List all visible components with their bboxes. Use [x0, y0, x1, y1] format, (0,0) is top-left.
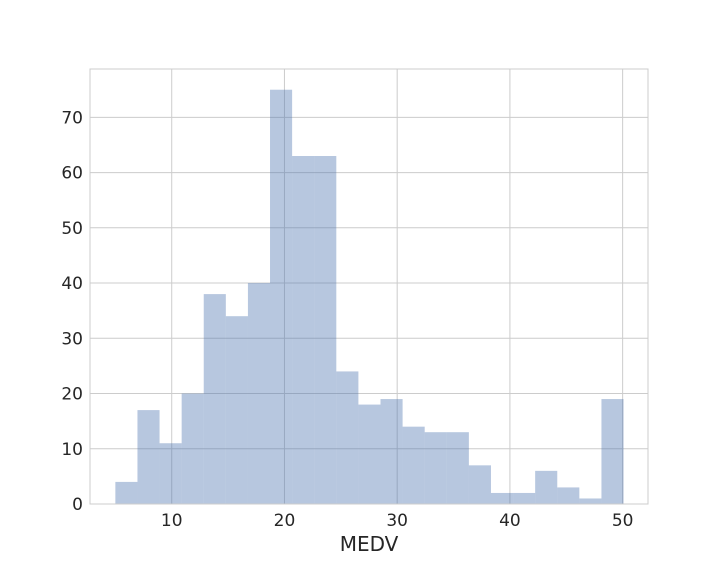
- y-tick-label: 50: [61, 219, 83, 239]
- y-tick-label: 30: [61, 329, 83, 349]
- x-tick-labels: 10 20 30 40 50: [161, 511, 634, 531]
- histogram-bar: [557, 487, 580, 504]
- histogram-bar: [490, 492, 514, 504]
- histogram-bar: [181, 393, 204, 504]
- histogram-bar: [137, 410, 160, 504]
- histogram-bar: [446, 432, 469, 504]
- y-tick-label: 10: [61, 440, 83, 460]
- plot-area: [90, 69, 648, 504]
- y-tick-label: 60: [61, 164, 83, 184]
- plot-frame: [89, 68, 649, 505]
- histogram-bar: [468, 465, 491, 504]
- histogram-bar: [247, 283, 271, 504]
- histogram-bar: [579, 498, 602, 504]
- y-tick-labels: 0 10 20 30 40 50 60 70: [61, 108, 83, 515]
- y-tick-label: 20: [61, 385, 83, 405]
- histogram-bar: [513, 492, 536, 504]
- histogram-bar: [336, 371, 359, 504]
- histogram-bar: [314, 156, 337, 504]
- histogram-bar: [115, 481, 138, 504]
- x-tick-label: 20: [274, 511, 296, 531]
- x-tick-label: 40: [499, 511, 521, 531]
- y-tick-label: 40: [61, 274, 83, 294]
- histogram-bar: [535, 470, 558, 504]
- histogram-bar: [424, 432, 447, 504]
- histogram-bar: [159, 443, 182, 504]
- y-tick-label: 0: [72, 495, 83, 515]
- histogram-bar: [225, 316, 248, 504]
- histogram-bars: [115, 89, 624, 504]
- histogram-bar: [402, 426, 425, 504]
- y-tick-label: 70: [61, 108, 83, 128]
- x-tick-label: 10: [161, 511, 183, 531]
- histogram-bar: [358, 404, 381, 504]
- histogram-bar: [380, 399, 403, 504]
- x-axis-label: MEDV: [340, 532, 399, 556]
- x-tick-label: 50: [612, 511, 634, 531]
- histogram-bar: [292, 156, 315, 504]
- histogram-bar: [203, 294, 226, 504]
- histogram-bar: [601, 399, 624, 504]
- histogram-bar: [270, 89, 293, 504]
- grid-lines: [90, 69, 648, 505]
- x-tick-label: 30: [386, 511, 408, 531]
